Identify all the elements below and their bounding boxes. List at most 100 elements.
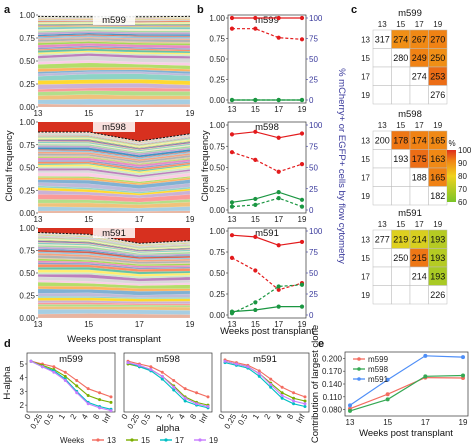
legend-label-week-15: 15 xyxy=(141,436,150,445)
x-tick-label: 1 xyxy=(57,412,67,421)
x-tick-label: 13 xyxy=(346,418,355,427)
subplot-title: m598 xyxy=(255,122,279,133)
data-point-week-15 xyxy=(86,394,90,398)
x-tick-label: 15 xyxy=(383,418,392,427)
data-point-red_dashed xyxy=(276,35,281,40)
x-tick-label: 19 xyxy=(459,418,468,427)
heatmap-cell xyxy=(372,85,392,105)
y-tick-label: 1.00 xyxy=(19,11,35,20)
data-point-red_solid xyxy=(229,132,235,137)
heatmap-cell xyxy=(372,285,392,305)
data-point-week-13 xyxy=(206,395,210,399)
y-tick-label: 5 xyxy=(20,360,25,369)
data-point-green_solid xyxy=(276,304,281,309)
y-tick-label: 0.25 xyxy=(209,290,225,299)
x-tick-label: 13 xyxy=(228,105,237,114)
data-point-week-13 xyxy=(52,365,56,369)
y2-tick-label: 25 xyxy=(309,290,318,299)
y2-tick-label: 100 xyxy=(309,227,323,236)
clone-band xyxy=(37,235,191,247)
cell-value: 215 xyxy=(412,253,427,263)
data-point-week-19 xyxy=(29,359,33,363)
y2-tick-label: 75 xyxy=(309,142,318,151)
data-point-green_dashed xyxy=(276,97,281,103)
x-tick-label: 13 xyxy=(34,320,43,329)
data-point-red_solid xyxy=(276,243,281,248)
y-axis-label: Clonal frequency xyxy=(200,130,211,202)
series-line-m599 xyxy=(349,376,464,410)
data-point-week-19 xyxy=(149,367,153,371)
clone-band xyxy=(37,292,191,298)
data-point-week-19 xyxy=(40,365,44,369)
data-point-week-13 xyxy=(257,369,261,373)
subplot-title: m591 xyxy=(253,354,277,365)
cell-value: 214 xyxy=(412,234,427,244)
subplot-title: m599 xyxy=(59,354,83,365)
heatmap-cell xyxy=(428,285,448,305)
subplot-title: m599 xyxy=(102,15,126,26)
data-point-red_solid xyxy=(299,15,305,21)
data-point-week-17 xyxy=(183,399,187,403)
x-axis-label: alpha xyxy=(156,423,180,434)
panel-label-b: b xyxy=(197,4,204,16)
data-point-week-19 xyxy=(52,370,56,374)
data-point-week-19 xyxy=(109,409,113,413)
clone-band xyxy=(37,69,191,74)
x-tick-label: 19 xyxy=(298,320,307,329)
row-label: 15 xyxy=(361,155,370,164)
panel-label-c: c xyxy=(351,4,357,16)
y2-tick-label: 100 xyxy=(309,14,323,23)
data-point-week-13 xyxy=(183,387,187,391)
data-point-week-15 xyxy=(75,384,79,388)
clone-band xyxy=(37,245,191,256)
legend-marker-m591 xyxy=(357,377,361,381)
x-tick-label: 0.5 xyxy=(42,412,56,427)
clone-band xyxy=(37,31,191,35)
data-point-red_solid xyxy=(229,15,235,21)
clone-band xyxy=(37,151,191,162)
x-tick-label: 2 xyxy=(262,412,272,421)
legend-tick-label: 60 xyxy=(458,198,467,207)
data-point-green_dashed xyxy=(229,97,235,103)
x-tick-label: 13 xyxy=(34,215,43,224)
clone-band xyxy=(37,249,191,259)
y2-axis-label: % mCherry+ or EGFP+ cells by flow cytome… xyxy=(336,68,347,264)
data-point-week-13 xyxy=(292,391,296,395)
data-point-green_dashed xyxy=(299,97,305,103)
y-tick-label: 0.50 xyxy=(19,269,35,278)
y-tick-label: 0.00 xyxy=(209,206,225,215)
cell-value: 274 xyxy=(393,34,408,44)
data-point-green_dashed xyxy=(253,300,258,305)
column-label: 19 xyxy=(433,121,442,130)
row-label: 15 xyxy=(361,254,370,263)
line-plot-m598: m598 0.00 0.25 0.50 0.75 1.00 0 25 50 75 100 13 15 17… xyxy=(209,121,322,224)
cell-value: 250 xyxy=(393,253,408,263)
data-point-red_dashed xyxy=(253,268,258,273)
legend-title: Weeks xyxy=(60,436,84,445)
data-point-week-15 xyxy=(63,374,67,378)
data-point-m598 xyxy=(348,408,352,413)
subplot-title-bg xyxy=(93,14,135,25)
y-tick-label: 0.200 xyxy=(322,354,343,363)
data-point-week-17 xyxy=(172,388,176,392)
clone-band xyxy=(37,176,191,184)
column-label: 15 xyxy=(396,220,405,229)
heatmap-cell xyxy=(391,85,411,105)
clone-band xyxy=(37,98,191,105)
x-tick-label: 17 xyxy=(421,418,430,427)
series-line-green_solid xyxy=(231,306,302,313)
cell-value: 193 xyxy=(430,271,445,281)
clone-band xyxy=(37,272,191,279)
y2-tick-label: 0 xyxy=(309,206,314,215)
series-line-red_dashed xyxy=(231,151,303,173)
x-tick-label: 19 xyxy=(298,215,307,224)
x-tick-label: 13 xyxy=(228,320,237,329)
cell-value: 188 xyxy=(412,172,427,182)
data-point-week-19 xyxy=(126,361,130,365)
data-point-red_dashed xyxy=(299,37,305,42)
y-tick-label: 0.25 xyxy=(19,80,35,89)
data-point-green_solid xyxy=(276,190,281,195)
